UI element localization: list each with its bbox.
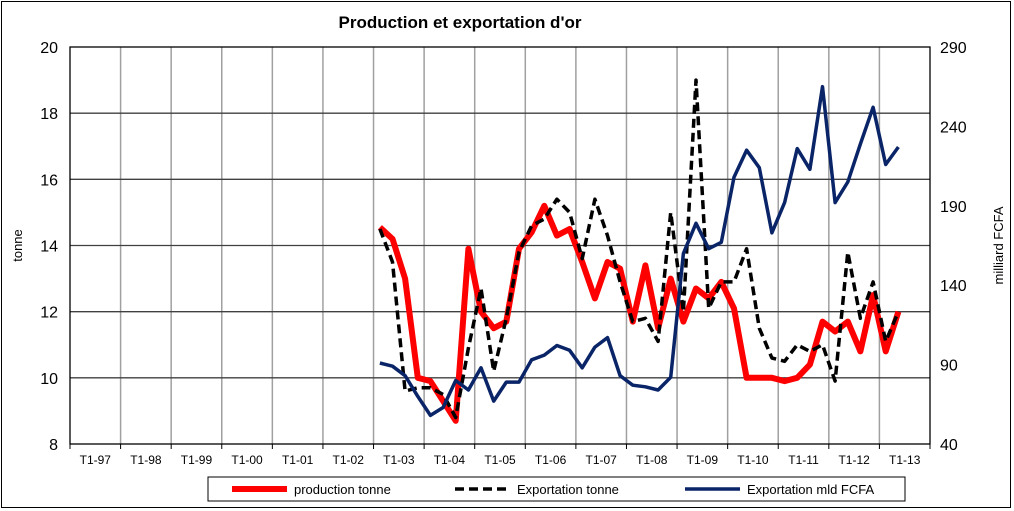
- x-tick-label: T1-98: [130, 453, 162, 467]
- left-tick-label: 20: [40, 40, 58, 57]
- x-tick-label: T1-11: [788, 453, 819, 467]
- x-tick-label: T1-05: [484, 453, 516, 467]
- x-tick-label: T1-02: [333, 453, 365, 467]
- plot-area: [69, 46, 931, 445]
- series-line-exportation-tonne: [378, 78, 901, 420]
- series-line-production-tonne: [377, 202, 902, 424]
- right-tick-label: 40: [940, 437, 958, 454]
- right-tick-label: 140: [940, 278, 967, 295]
- left-tick-label: 18: [40, 106, 58, 123]
- left-tick-label: 12: [40, 305, 58, 322]
- right-tick-label: 240: [940, 119, 967, 136]
- y-axis-label: tonne: [10, 229, 25, 262]
- x-tick-label: T1-13: [889, 453, 921, 467]
- series-line-exportation-mld-fcfa: [379, 84, 900, 418]
- x-tick-label: T1-09: [687, 453, 719, 467]
- x-tick-label: T1-03: [383, 453, 415, 467]
- x-tick-label: T1-12: [838, 453, 870, 467]
- legend: [207, 476, 906, 502]
- x-tick-label: T1-04: [434, 453, 466, 467]
- left-tick-label: 16: [40, 172, 58, 189]
- x-tick-label: T1-00: [231, 453, 263, 467]
- legend-label: Exportation mld FCFA: [747, 482, 874, 497]
- left-tick-label: 14: [40, 239, 58, 256]
- right-tick-label: 190: [940, 199, 967, 216]
- x-tick-label: T1-01: [282, 453, 314, 467]
- left-tick-label: 10: [40, 371, 58, 388]
- x-tick-label: T1-08: [636, 453, 668, 467]
- x-tick-label: T1-07: [585, 453, 617, 467]
- x-tick-label: T1-97: [80, 453, 112, 467]
- x-tick-label: T1-06: [535, 453, 567, 467]
- x-tick-label: T1-99: [181, 453, 213, 467]
- chart-title: Production et exportation d'or: [339, 13, 582, 32]
- right-tick-label: 90: [940, 358, 958, 375]
- right-tick-label: 290: [940, 40, 967, 57]
- y2-axis-label: milliard FCFA: [991, 206, 1006, 284]
- legend-label: production tonne: [294, 482, 391, 497]
- x-tick-label: T1-10: [737, 453, 769, 467]
- legend-label: Exportation tonne: [517, 482, 619, 497]
- left-tick-label: 8: [49, 437, 58, 454]
